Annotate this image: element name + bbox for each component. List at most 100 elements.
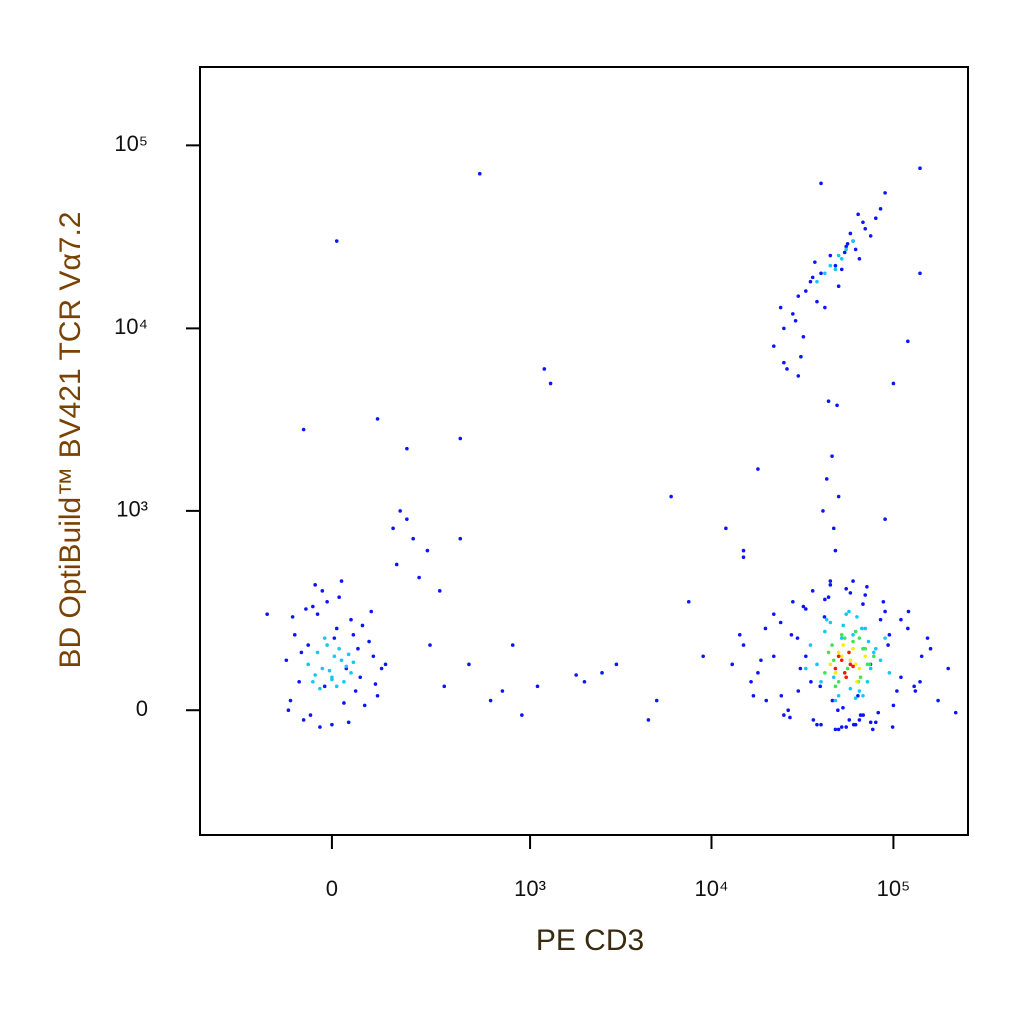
event-dot [856,212,860,217]
event-dot [405,517,409,521]
event-dot [836,650,841,655]
event-dot [906,609,911,614]
event-dot [756,467,760,471]
event-dot [798,666,803,671]
event-dot [654,698,659,703]
event-dot [821,509,825,513]
event-dot [789,633,794,637]
event-dot [819,722,823,727]
event-dot [477,171,482,176]
event-dot [818,684,823,689]
event-dot [839,725,844,729]
event-dot [848,658,853,663]
event-dot [839,633,844,637]
event-dot [301,718,306,722]
event-dot [841,705,845,710]
event-dot [741,548,746,553]
event-dot [669,494,673,499]
event-dot [360,623,365,628]
event-dot [883,636,887,640]
event-dot [369,609,374,614]
event-dot [265,612,269,616]
event-dot [788,715,792,720]
event-dot [810,589,815,593]
event-dot [919,654,924,659]
event-dot [831,526,836,531]
event-dot [887,671,892,675]
event-dot [344,664,349,669]
event-dot [308,713,313,717]
event-dot [851,722,856,727]
event-dot [346,652,351,657]
event-dot [394,562,399,567]
event-dot [778,620,783,625]
event-dot [339,658,344,663]
event-dot [810,275,815,280]
event-dot [356,646,360,651]
event-dot [891,381,896,386]
x-tick-label: 10⁴ [695,876,729,901]
event-dot [808,643,813,647]
event-dot [322,636,327,640]
event-dot [809,679,813,684]
event-dot [819,271,823,276]
event-dot [318,686,322,691]
event-dot [819,181,823,186]
event-dot [358,675,363,680]
event-dot [458,536,463,541]
event-dot [844,612,848,616]
event-dot [835,403,839,408]
event-dot [437,589,442,593]
event-dot [542,367,547,371]
event-dot [771,654,776,659]
event-dot [320,589,325,593]
event-dot [383,662,388,667]
event-dot [405,446,409,451]
event-dot [831,675,836,680]
event-dot [808,279,813,284]
event-dot [811,718,816,722]
event-dot [857,689,862,693]
event-dot [428,643,432,647]
event-dot [861,693,865,698]
event-dot [899,617,903,622]
x-tick-label: 10⁵ [877,876,911,901]
event-dot [865,662,870,667]
event-dot [823,271,827,276]
event-dot [858,713,863,717]
event-dot [417,575,421,580]
event-dot [334,626,339,631]
event-dot [819,679,823,684]
x-tick-label: 0 [326,876,338,901]
event-dot [791,599,795,604]
event-dot [841,643,846,647]
event-dot [458,436,463,441]
event-dot [292,633,297,637]
event-dot [842,671,847,675]
event-dot [855,615,859,619]
event-dot [741,643,746,647]
event-dot [912,684,916,689]
event-dot [844,725,848,729]
event-dot [836,679,841,684]
event-dot [332,636,337,640]
event-dot [786,708,790,713]
event-dot [325,643,329,647]
event-dot [847,650,851,655]
event-dot [833,666,838,671]
event-dot [764,698,769,703]
event-dot [953,710,958,715]
event-dot [836,494,841,499]
event-dot [828,263,833,268]
event-dot [861,220,865,225]
event-dot [425,548,430,553]
event-dot [876,710,881,715]
event-dot [286,708,291,713]
event-dot [442,684,447,689]
event-dot [851,664,855,669]
event-dot [863,593,868,597]
event-dot [890,725,895,729]
event-dot [467,662,471,667]
event-dot [883,517,887,521]
